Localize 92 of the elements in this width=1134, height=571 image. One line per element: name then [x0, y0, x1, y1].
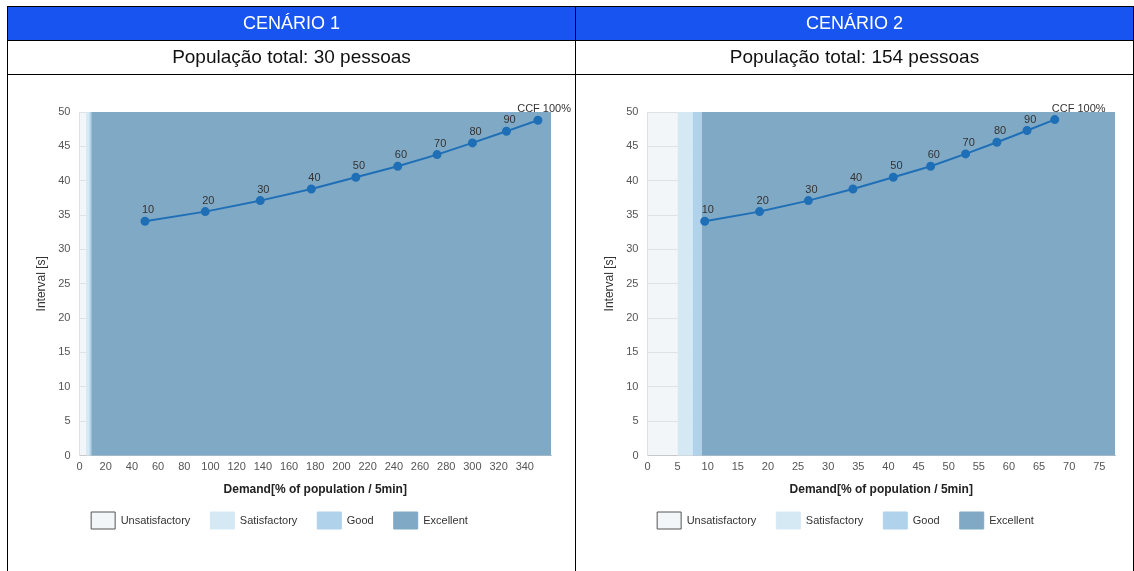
y-tick-label: 0 — [64, 448, 71, 461]
annotation: 50 — [352, 158, 366, 171]
x-tick-label: 100 — [201, 459, 220, 472]
x-tick-label: 0 — [644, 459, 651, 472]
x-tick-label: 5 — [674, 459, 681, 472]
x-tick-label: 80 — [178, 459, 191, 472]
y-tick-label: 25 — [58, 276, 71, 289]
x-tick-label: 75 — [1093, 459, 1106, 472]
y-tick-label: 40 — [626, 173, 639, 186]
y-axis-title: Interval [s] — [601, 255, 616, 311]
annotation: 90 — [1024, 112, 1037, 125]
y-tick-label: 35 — [58, 207, 71, 220]
x-tick-label: 25 — [791, 459, 805, 472]
y-tick-label: 30 — [626, 241, 639, 254]
y-tick-label: 20 — [626, 310, 639, 323]
y-tick-label: 45 — [58, 138, 71, 151]
legend-label: Unsatisfactory — [120, 513, 191, 526]
x-axis-title: Demand[% of population / 5min] — [789, 481, 973, 496]
legend-label: Unsatisfactory — [686, 513, 757, 526]
x-tick-label: 20 — [761, 459, 775, 472]
x-tick-label: 40 — [125, 459, 139, 472]
x-tick-label: 35 — [852, 459, 865, 472]
annotation: 80 — [469, 124, 482, 137]
y-tick-label: 50 — [58, 104, 71, 117]
y-tick-label: 10 — [626, 379, 639, 392]
x-axis-title: Demand[% of population / 5min] — [223, 481, 407, 496]
legend-label: Excellent — [423, 513, 468, 526]
legend-label: Good — [346, 513, 374, 526]
y-tick-label: 40 — [58, 173, 71, 186]
annotation: 10 — [141, 202, 155, 215]
legend-label: Excellent — [989, 513, 1034, 526]
y-tick-label: 5 — [632, 413, 639, 426]
x-tick-label: 40 — [882, 459, 895, 472]
chart-title: CENÁRIO 1 — [8, 6, 575, 41]
x-tick-label: 10 — [701, 459, 714, 472]
x-tick-label: 65 — [1032, 459, 1046, 472]
legend-label: Good — [912, 513, 940, 526]
x-tick-label: 120 — [227, 459, 246, 472]
x-tick-label: 15 — [731, 459, 744, 472]
x-tick-label: 30 — [822, 459, 835, 472]
x-tick-label: 300 — [463, 459, 482, 472]
annotation: 30 — [257, 182, 270, 195]
y-tick-label: 25 — [626, 276, 639, 289]
y-tick-label: 15 — [58, 344, 71, 357]
x-tick-label: 320 — [489, 459, 508, 472]
x-tick-label: 280 — [437, 459, 456, 472]
annotation: 20 — [756, 193, 769, 206]
x-tick-label: 55 — [972, 459, 985, 472]
x-tick-label: 20 — [99, 459, 112, 472]
annotation: 80 — [993, 123, 1007, 136]
x-tick-label: 0 — [76, 459, 83, 472]
annotation: 70 — [962, 135, 975, 148]
x-tick-label: 60 — [1002, 459, 1016, 472]
x-tick-label: 240 — [384, 459, 404, 472]
y-tick-label: 10 — [58, 379, 71, 392]
y-tick-label: 35 — [626, 207, 639, 220]
x-tick-label: 160 — [279, 459, 299, 472]
annotation: 60 — [394, 147, 408, 160]
annotation: 30 — [805, 182, 818, 195]
annotation: 70 — [434, 136, 447, 149]
legend-label: Satisfactory — [239, 513, 298, 526]
y-tick-label: 30 — [58, 241, 71, 254]
x-tick-label: 140 — [253, 459, 273, 472]
annotation: 60 — [927, 147, 940, 160]
x-tick-label: 60 — [151, 459, 165, 472]
y-axis-title: Interval [s] — [33, 255, 48, 311]
y-tick-label: 15 — [626, 344, 639, 357]
x-tick-label: 45 — [912, 459, 925, 472]
x-tick-label: 220 — [358, 459, 377, 472]
x-tick-label: 50 — [942, 459, 955, 472]
annotation: CCF 100% — [517, 101, 572, 114]
annotation: 40 — [849, 170, 863, 183]
y-tick-label: 20 — [58, 310, 71, 323]
annotation: CCF 100% — [1051, 101, 1106, 114]
annotation: 90 — [503, 112, 516, 125]
x-tick-label: 340 — [515, 459, 534, 472]
chart-subtitle: População total: 30 pessoas — [8, 40, 575, 75]
chart-title: CENÁRIO 2 — [576, 6, 1133, 41]
y-tick-label: 0 — [632, 448, 639, 461]
chart-subtitle: População total: 154 pessoas — [576, 40, 1133, 75]
x-tick-label: 260 — [410, 459, 430, 472]
annotation: 40 — [308, 170, 321, 183]
annotation: 50 — [890, 158, 903, 171]
y-tick-label: 45 — [626, 138, 639, 151]
x-tick-label: 200 — [332, 459, 351, 472]
x-tick-label: 180 — [306, 459, 325, 472]
y-tick-label: 5 — [64, 413, 71, 426]
x-tick-label: 70 — [1063, 459, 1076, 472]
legend-label: Satisfactory — [805, 513, 864, 526]
y-tick-label: 50 — [626, 104, 639, 117]
annotation: 10 — [701, 202, 714, 215]
annotation: 20 — [202, 193, 215, 206]
